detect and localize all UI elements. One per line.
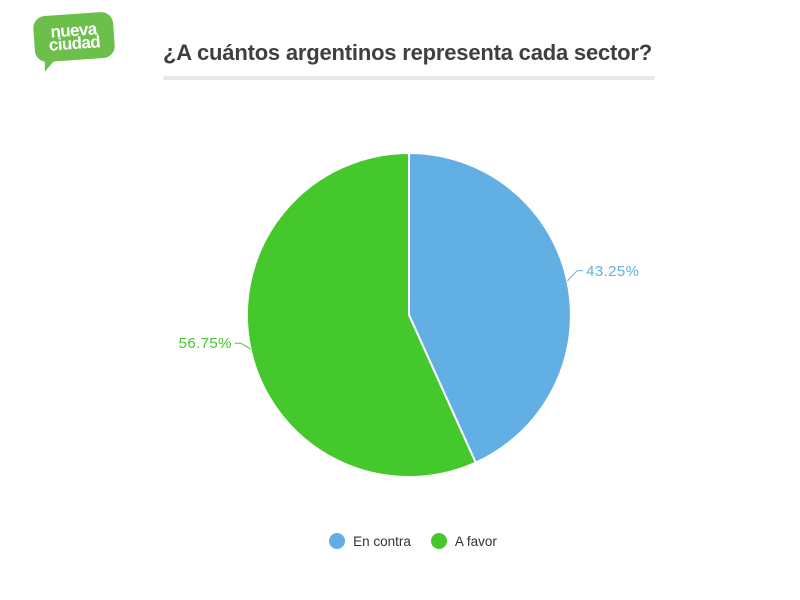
logo-text-line2: ciudad: [48, 32, 101, 55]
page-title: ¿A cuántos argentinos representa cada se…: [163, 40, 652, 65]
pie-chart: 43.25% 56.75%: [0, 108, 800, 518]
pie-slice-a-favor[interactable]: [245, 152, 477, 478]
nueva-ciudad-logo: nueva ciudad: [32, 11, 116, 72]
logo-speech-bubble: nueva ciudad: [32, 11, 116, 72]
legend-marker-a-favor: [430, 533, 447, 549]
legend-label: En contra: [353, 533, 411, 549]
data-label-connector-a-favor: [234, 342, 251, 350]
legend-label: A favor: [454, 533, 497, 549]
legend-item-a-favor[interactable]: A favor: [430, 533, 497, 549]
title-underline: [163, 76, 655, 80]
pie-chart-svg: 43.25% 56.75%: [179, 152, 639, 478]
data-label-connector-en-contra: [567, 270, 584, 282]
pie-data-label-a-favor: 56.75%: [179, 335, 232, 352]
header: ¿A cuántos argentinos representa cada se…: [163, 40, 723, 80]
speech-bubble-tail-icon: [44, 55, 59, 72]
legend-item-en-contra[interactable]: En contra: [329, 533, 411, 549]
chart-legend: En contra A favor: [13, 530, 800, 552]
pie-data-label-en-contra: 43.25%: [586, 263, 639, 280]
pie-slice-en-contra[interactable]: [408, 152, 572, 464]
legend-marker-en-contra: [329, 533, 346, 549]
